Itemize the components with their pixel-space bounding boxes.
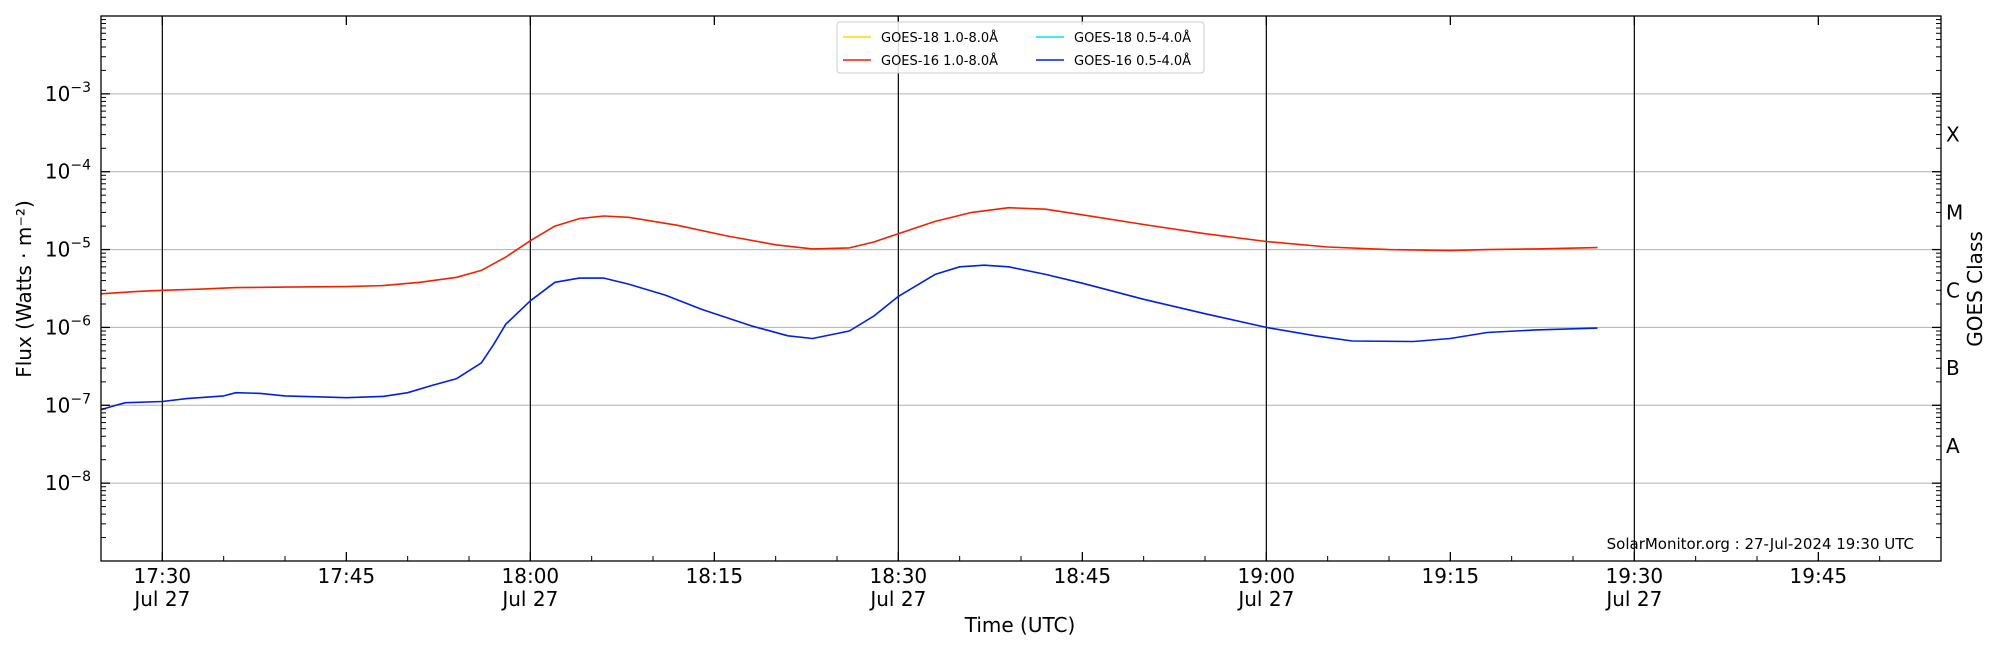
x-tick-label: 19:15 bbox=[1422, 564, 1480, 588]
x-tick-label: 19:00 bbox=[1238, 564, 1296, 588]
y-tick-label: 10−5 bbox=[45, 236, 91, 262]
x-axis-title: Time (UTC) bbox=[964, 613, 1076, 637]
y-axis-title: Flux (Watts · m⁻²) bbox=[12, 200, 36, 378]
x-tick-date-label: Jul 27 bbox=[1236, 587, 1294, 611]
legend-label: GOES-18 1.0-8.0Å bbox=[881, 30, 998, 46]
goes-class-label: A bbox=[1946, 434, 1960, 458]
goes-class-label: C bbox=[1946, 278, 1960, 302]
legend: GOES-18 1.0-8.0Å GOES-18 0.5-4.0Å GOES-16 … bbox=[836, 21, 1205, 74]
series-line-goes-16-1-0-8-0 bbox=[100, 206, 1598, 295]
series-line-goes-16-0-5-4-0 bbox=[100, 264, 1598, 411]
x-tick-date-label: Jul 27 bbox=[500, 587, 558, 611]
x-tick-label: 18:30 bbox=[870, 564, 928, 588]
goes-class-labels: A B C M X bbox=[1946, 123, 1963, 458]
x-tick-date-label: Jul 27 bbox=[1604, 587, 1662, 611]
axis-ticks bbox=[100, 16, 1942, 561]
legend-box bbox=[836, 21, 1205, 74]
y-axis-right-title: GOES Class bbox=[1963, 231, 1987, 347]
goes-class-label: B bbox=[1946, 356, 1960, 380]
y-tick-label: 10−7 bbox=[45, 391, 91, 417]
y-tick-label: 10−3 bbox=[45, 80, 91, 106]
x-tick-label: 17:30 bbox=[134, 564, 192, 588]
x-tick-label: 18:15 bbox=[686, 564, 744, 588]
x-tick-label: 19:45 bbox=[1790, 564, 1848, 588]
goes-class-label: X bbox=[1946, 123, 1960, 147]
y-tick-label: 10−8 bbox=[45, 469, 91, 495]
legend-label: GOES-16 1.0-8.0Å bbox=[881, 53, 998, 69]
day-marker-lines bbox=[161, 16, 1635, 561]
series-lines bbox=[100, 206, 1598, 411]
legend-label: GOES-18 0.5-4.0Å bbox=[1074, 30, 1191, 46]
x-tick-label: 18:45 bbox=[1054, 564, 1112, 588]
y-tick-label: 10−6 bbox=[45, 313, 91, 339]
legend-label: GOES-16 0.5-4.0Å bbox=[1074, 53, 1191, 69]
x-tick-label: 17:45 bbox=[318, 564, 376, 588]
goes-class-label: M bbox=[1946, 200, 1963, 224]
x-tick-date-label: Jul 27 bbox=[132, 587, 190, 611]
credit-text: SolarMonitor.org : 27-Jul-2024 19:30 UTC bbox=[1607, 535, 1914, 553]
x-tick-date-label: Jul 27 bbox=[868, 587, 926, 611]
x-tick-label: 19:30 bbox=[1606, 564, 1664, 588]
x-tick-label: 18:00 bbox=[502, 564, 560, 588]
y-tick-label: 10−4 bbox=[45, 158, 91, 184]
